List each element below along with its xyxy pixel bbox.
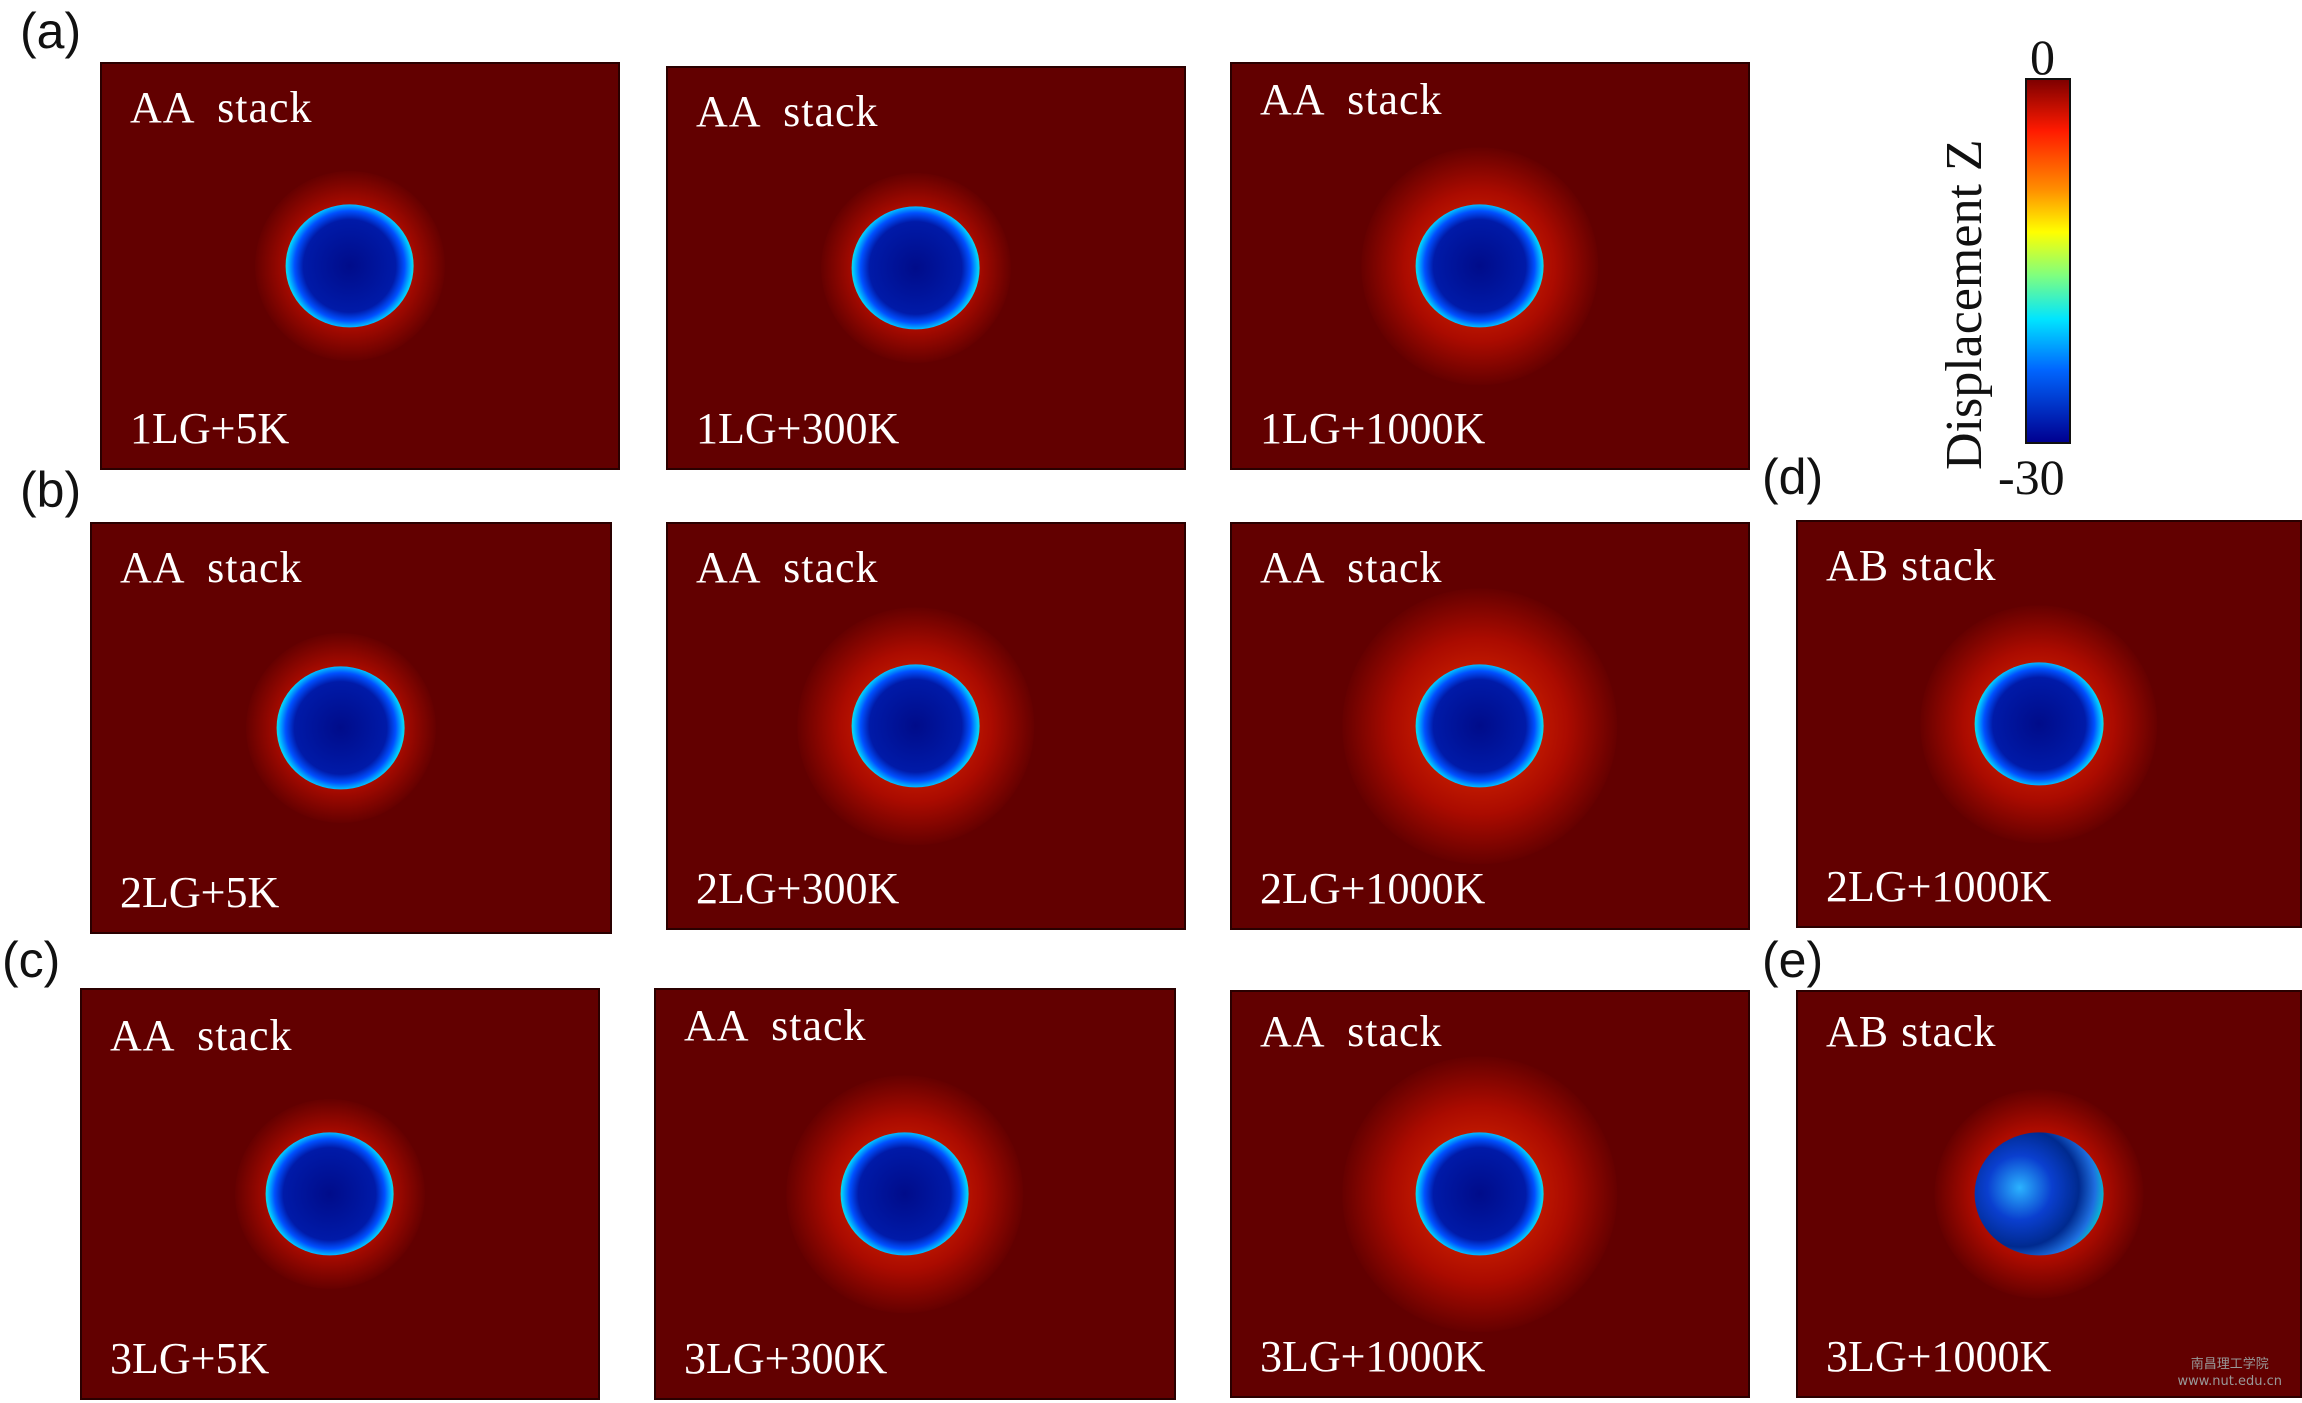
displacement-crater (1415, 204, 1545, 328)
displacement-crater (1415, 664, 1545, 788)
stack-label: AB stack (1826, 541, 1997, 590)
displacement-crater (1415, 1132, 1545, 1256)
panel-label-c: (c) (2, 932, 61, 988)
panel-c2: AA stack 3LG+300K (654, 988, 1176, 1400)
panel-a2: AA stack 1LG+300K (666, 66, 1186, 470)
displacement-crater (265, 1132, 395, 1256)
condition-label: 1LG+5K (130, 404, 290, 453)
stack-label: AA stack (120, 543, 303, 592)
stack-label: AA stack (1260, 1007, 1443, 1056)
condition-label: 3LG+1000K (1826, 1332, 2052, 1381)
panel-b2: AA stack 2LG+300K (666, 522, 1186, 930)
colorbar-title: Displacement Z (1936, 139, 1993, 470)
stack-label: AB stack (1826, 1007, 1997, 1056)
condition-label: 2LG+5K (120, 868, 280, 917)
condition-label: 2LG+300K (696, 864, 900, 913)
watermark-line1: 南昌理工学院 (2190, 1357, 2269, 1373)
displacement-crater (285, 204, 415, 328)
panel-b1: AA stack 2LG+5K (90, 522, 612, 934)
displacement-crater (851, 664, 981, 788)
panel-label-d: (d) (1762, 449, 1824, 505)
watermark-line2: www.nut.edu.cn (2177, 1374, 2282, 1390)
panel-a3: AA stack 1LG+1000K (1230, 62, 1750, 470)
displacement-crater (840, 1132, 970, 1256)
panel-c1: AA stack 3LG+5K (80, 988, 600, 1400)
colorbar-min-label: -30 (1998, 449, 2065, 505)
stack-label: AA stack (130, 83, 313, 132)
stack-label: AA stack (1260, 543, 1443, 592)
condition-label: 3LG+1000K (1260, 1332, 1486, 1381)
watermark: 南昌理工学院 www.nut.edu.cn (2177, 1357, 2282, 1391)
panel-label-b: (b) (20, 462, 82, 518)
displacement-crater (276, 666, 406, 790)
condition-label: 1LG+300K (696, 404, 900, 453)
stack-label: AA stack (1260, 75, 1443, 124)
stack-label: AA stack (684, 1001, 867, 1050)
panel-e: AB stack 3LG+1000K (1796, 990, 2302, 1398)
panel-label-e: (e) (1762, 932, 1824, 988)
condition-label: 1LG+1000K (1260, 404, 1486, 453)
colorbar (2025, 78, 2071, 444)
panel-label-a: (a) (20, 3, 82, 59)
stack-label: AA stack (696, 543, 879, 592)
colorbar-max-label: 0 (2030, 29, 2055, 85)
condition-label: 2LG+1000K (1826, 862, 2052, 911)
stack-label: AA stack (110, 1011, 293, 1060)
panel-a1: AA stack 1LG+5K (100, 62, 620, 470)
condition-label: 2LG+1000K (1260, 864, 1486, 913)
stack-label: AA stack (696, 87, 879, 136)
displacement-crater (1974, 662, 2104, 786)
condition-label: 3LG+5K (110, 1334, 270, 1383)
panel-d: AB stack 2LG+1000K (1796, 520, 2302, 928)
panel-c3: AA stack 3LG+1000K (1230, 990, 1750, 1398)
displacement-crater (851, 206, 981, 330)
panel-b3: AA stack 2LG+1000K (1230, 522, 1750, 930)
condition-label: 3LG+300K (684, 1334, 888, 1383)
displacement-crater (1974, 1132, 2104, 1256)
